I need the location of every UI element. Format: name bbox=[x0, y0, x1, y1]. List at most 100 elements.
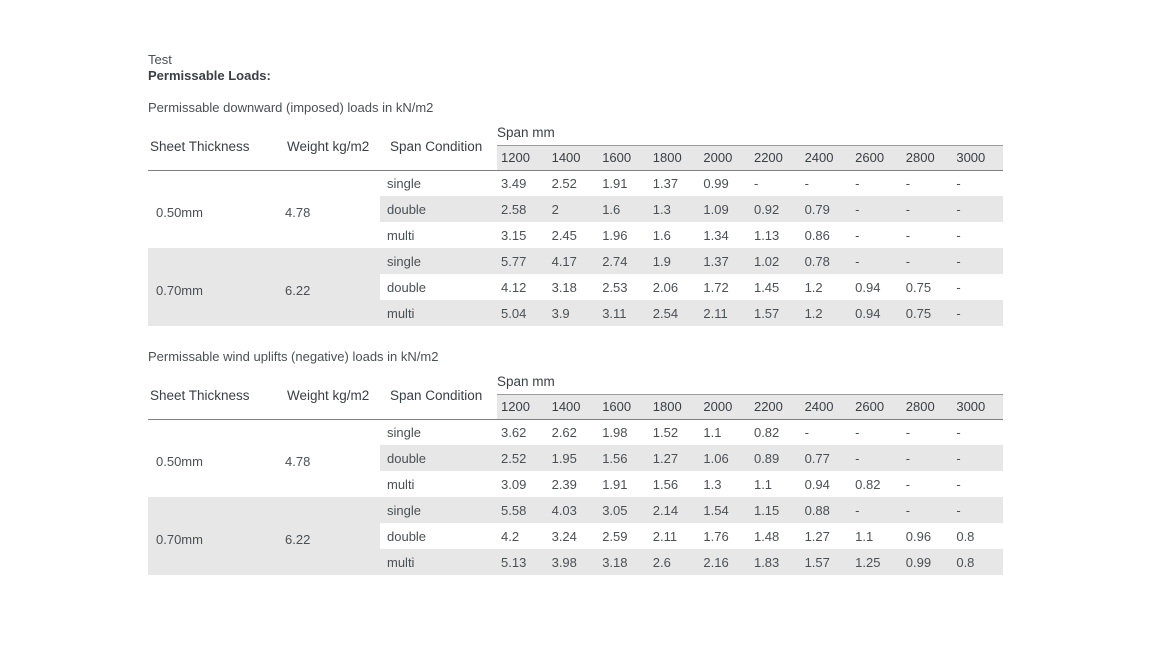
table-row: double 4.2 3.24 2.59 2.11 1.76 1.48 1.27 1.1 0.96… bbox=[148, 523, 1003, 549]
wind-uplift-loads-table-host: Sheet Thickness Weight kg/m2 Span Conditio… bbox=[148, 373, 1004, 575]
value-cell: - bbox=[804, 175, 809, 191]
table-head: Sheet Thickness Weight kg/m2 Span Conditio… bbox=[148, 373, 1004, 420]
column-header-weight-kg-m2: Weight kg/m2 bbox=[285, 373, 380, 420]
value-cell: 1.13 bbox=[753, 227, 780, 243]
value-cell: 2.58 bbox=[497, 196, 548, 222]
value-cell: - bbox=[956, 279, 961, 295]
table-row: multi 5.13 3.98 3.18 2.6 2.16 1.83 1.57 1.25 0.99… bbox=[148, 549, 1004, 575]
downward-loads-table-host: Sheet Thickness Weight kg/m2 Span Conditio… bbox=[148, 124, 1004, 326]
value-cell: 2.39 bbox=[551, 476, 577, 492]
value-cell: 1.56 bbox=[652, 476, 679, 492]
table-row: double 2.52 1.95 1.56 1.27 1.06 0.89 0.77- - - bbox=[148, 445, 1004, 471]
value-cell: 1.2 bbox=[800, 300, 852, 326]
value-cell: 2.11 bbox=[652, 528, 678, 544]
thickness-cell: 0.70mm bbox=[148, 497, 285, 575]
value-cell: 2.59 bbox=[602, 528, 628, 544]
value-cell: 0.92 bbox=[749, 196, 801, 222]
value-cell: - bbox=[851, 497, 902, 523]
weight-cell: 6.22 bbox=[285, 497, 380, 575]
value-cell: 3.05 bbox=[598, 497, 649, 523]
table-row: multi 3.09 2.39 1.91 1.56 1.3 1.1 0.94 0.82 - - bbox=[148, 471, 1003, 497]
value-cell: 2 bbox=[547, 196, 599, 222]
value-cell: 1.52 bbox=[652, 424, 679, 440]
value-cell: - bbox=[952, 445, 1004, 471]
value-cell: - bbox=[855, 227, 860, 243]
value-cell: 1.3 bbox=[648, 196, 700, 222]
condition-cell: double bbox=[380, 445, 497, 471]
value-cell: - bbox=[855, 175, 860, 191]
value-cell: 3.62 bbox=[501, 424, 527, 440]
value-cell: 1.9 bbox=[648, 248, 700, 274]
table-body: 0.50mm 4.78 single 3.49 2.52 1.91 1.37 0.99- - - -… bbox=[148, 170, 1004, 326]
value-cell: 3.18 bbox=[598, 549, 649, 575]
table-row: multi 3.15 2.45 1.96 1.6 1.34 1.13 0.86 - - - bbox=[148, 222, 1003, 248]
value-cell: 0.79 bbox=[800, 196, 852, 222]
value-cell: 0.8 bbox=[956, 528, 975, 544]
value-cell: 0.75 bbox=[905, 279, 932, 295]
value-cell: 2.62 bbox=[551, 424, 577, 440]
value-cell: 0.94 bbox=[851, 300, 902, 326]
value-cell: 0.8 bbox=[952, 549, 1004, 575]
value-cell: 3.9 bbox=[547, 300, 599, 326]
value-cell: 1.48 bbox=[753, 528, 780, 544]
condition-cell: double bbox=[387, 528, 427, 544]
value-cell: 3.09 bbox=[501, 476, 527, 492]
value-cell: 3.49 bbox=[501, 175, 527, 191]
value-cell: - bbox=[905, 476, 911, 492]
span-col-header: 2200 bbox=[749, 394, 801, 420]
table-caption: Permissable downward (imposed) loads in … bbox=[148, 100, 434, 115]
span-col-header: 1800 bbox=[648, 394, 700, 420]
value-cell: 1.57 bbox=[749, 300, 801, 326]
table-head: Sheet Thickness Weight kg/m2 Span Conditio… bbox=[148, 124, 1004, 171]
span-col-header: 3000 bbox=[952, 394, 1004, 420]
value-cell: - bbox=[753, 175, 759, 191]
column-header-weight-kg-m2: Weight kg/m2 bbox=[285, 124, 380, 171]
value-cell: 0.94 bbox=[855, 279, 881, 295]
value-cell: - bbox=[851, 445, 902, 471]
value-cell: 3.11 bbox=[598, 300, 649, 326]
condition-cell: multi bbox=[380, 549, 497, 575]
header-row-top: Sheet Thickness Weight kg/m2 Span Conditio… bbox=[148, 124, 1004, 171]
span-col-header: 2800 bbox=[901, 394, 953, 420]
value-cell: 1.76 bbox=[703, 528, 729, 544]
value-cell: 3.15 bbox=[501, 227, 527, 243]
value-cell: - bbox=[956, 227, 961, 243]
span-mm-header: Span mm bbox=[497, 373, 1004, 395]
value-cell: 1.56 bbox=[598, 445, 649, 471]
value-cell: - bbox=[956, 175, 961, 191]
value-cell: 1.25 bbox=[851, 549, 902, 575]
span-col-header: 2000 bbox=[699, 394, 750, 420]
value-cell: 1.1 bbox=[703, 424, 722, 440]
value-cell: 1.27 bbox=[648, 445, 700, 471]
span-col-header: 2000 bbox=[699, 145, 750, 171]
value-cell: 1.6 bbox=[652, 227, 671, 243]
value-cell: 0.77 bbox=[800, 445, 852, 471]
condition-cell: multi bbox=[387, 227, 415, 243]
value-cell: 1.91 bbox=[602, 175, 628, 191]
value-cell: 4.12 bbox=[501, 279, 527, 295]
value-cell: 3.24 bbox=[551, 528, 577, 544]
value-cell: 1.6 bbox=[598, 196, 649, 222]
span-col-header: 1600 bbox=[598, 145, 649, 171]
value-cell: 1.37 bbox=[699, 248, 750, 274]
weight-cell: 4.78 bbox=[285, 453, 311, 469]
value-cell: 5.58 bbox=[497, 497, 548, 523]
table-caption: Permissable wind uplifts (negative) load… bbox=[148, 349, 439, 364]
header-row-spans: 1200 1400 1600 1800 2000 2200 2400 2600 2800 3000 bbox=[148, 145, 1004, 171]
value-cell: 0.75 bbox=[901, 300, 953, 326]
condition-cell: single bbox=[387, 424, 421, 440]
value-cell: 1.1 bbox=[855, 528, 874, 544]
value-cell: 1.3 bbox=[703, 476, 722, 492]
thickness-cell: 0.70mm bbox=[148, 248, 285, 326]
header-row-spans: 1200 1400 1600 1800 2000 2200 2400 2600 2800 3000 bbox=[148, 394, 1004, 420]
value-cell: 1.96 bbox=[602, 227, 628, 243]
value-cell: 4.17 bbox=[547, 248, 599, 274]
span-col-header: 2600 bbox=[851, 394, 902, 420]
value-cell: 1.72 bbox=[703, 279, 729, 295]
value-cell: 1.91 bbox=[602, 476, 628, 492]
value-cell: 0.86 bbox=[804, 227, 830, 243]
value-cell: 4.2 bbox=[501, 528, 520, 544]
value-cell: 2.6 bbox=[648, 549, 700, 575]
value-cell: 1.54 bbox=[699, 497, 750, 523]
condition-cell: multi bbox=[387, 476, 415, 492]
